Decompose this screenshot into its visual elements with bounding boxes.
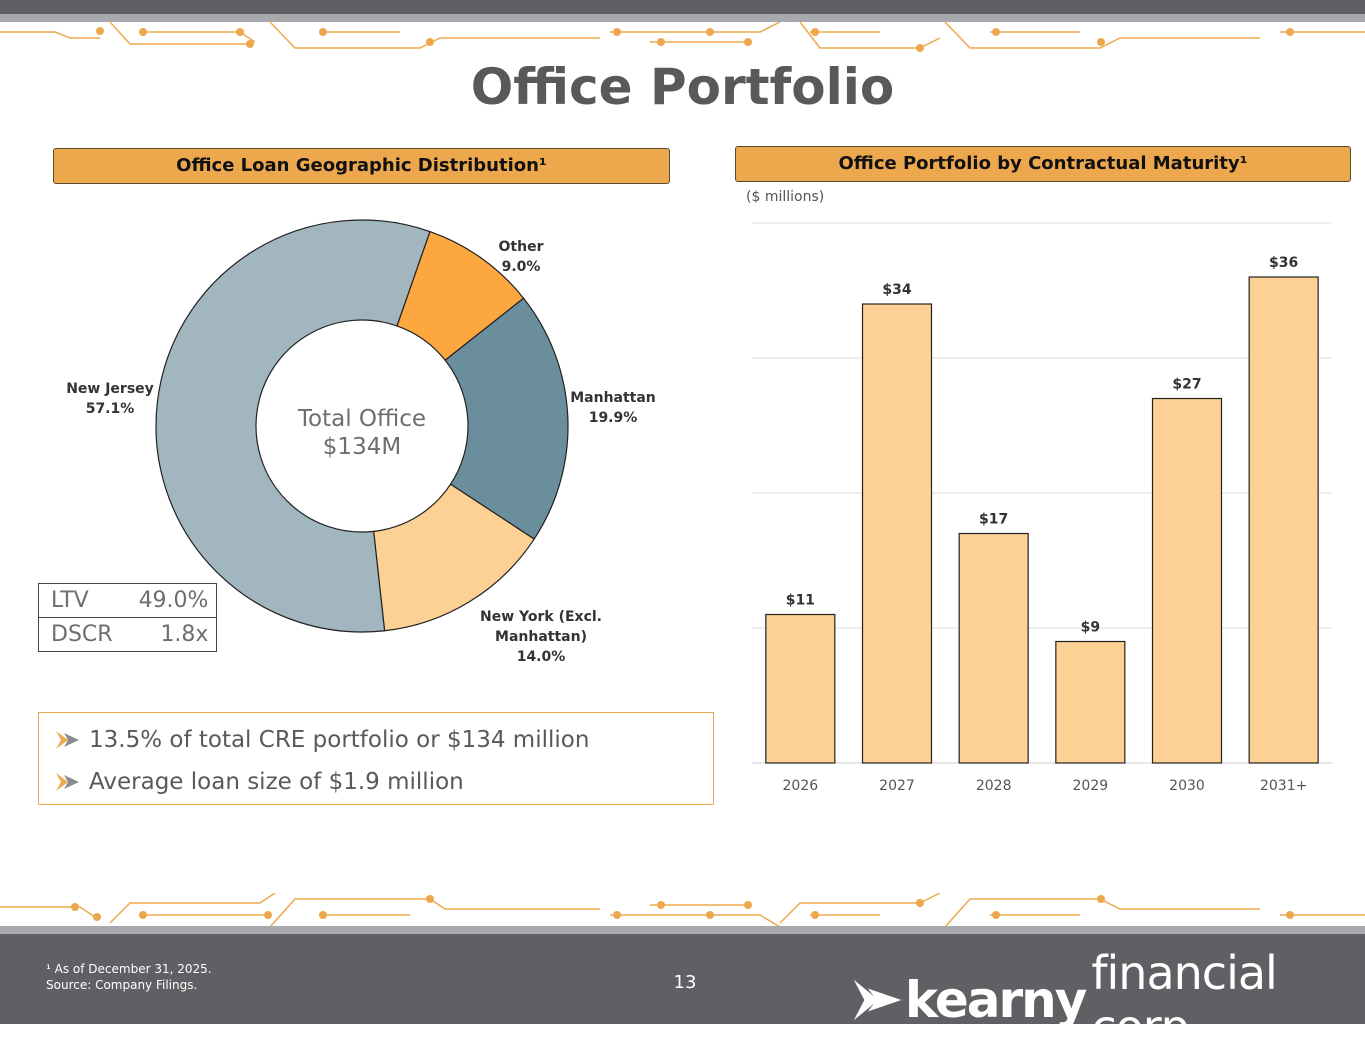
slice-name-other: Other	[498, 239, 544, 255]
slice-label-manhattan: Manhattan 19.9%	[562, 388, 664, 428]
x-tick-label: 2027	[879, 778, 915, 794]
bar-2029	[1055, 640, 1126, 764]
bar-value-label: $9	[1081, 620, 1100, 636]
slice-value-manhattan: 19.9%	[588, 410, 638, 426]
highlight-text: 13.5% of total CRE portfolio or $134 mil…	[89, 727, 590, 753]
arrow-bullet-icon	[56, 773, 79, 791]
metric-value-ltv: 49.0%	[120, 583, 218, 618]
donut-center-line1: Total Office	[297, 406, 427, 432]
bar-2027	[861, 303, 933, 764]
top-bar	[0, 0, 1365, 14]
donut-center-label: Total Office $134M	[258, 405, 466, 461]
slice-label-new-york: New York (Excl. Manhattan) 14.0%	[470, 607, 612, 667]
geographic-distribution-header: Office Loan Geographic Distribution¹	[53, 148, 670, 184]
metric-label-ltv: LTV	[37, 583, 121, 618]
slice-value-other: 9.0%	[501, 259, 541, 275]
bar-value-label: $36	[1269, 255, 1298, 271]
bar-value-label: $27	[1172, 377, 1201, 393]
page-number: 13	[673, 972, 697, 993]
slice-new-jersey	[155, 219, 431, 633]
bar-value-label: $34	[882, 282, 911, 298]
slice-name-new-jersey: New Jersey	[66, 381, 154, 397]
arrow-bullet-icon	[56, 731, 79, 749]
footnote-source: Source: Company Filings.	[46, 978, 198, 992]
metric-label-dscr: DSCR	[37, 617, 121, 652]
bar-gridlines	[752, 222, 1332, 764]
footer	[0, 934, 1365, 1024]
x-tick-label: 2029	[1073, 778, 1109, 794]
bar-value-label: $17	[979, 512, 1008, 528]
slice-new-york	[372, 483, 536, 632]
x-tick-label: 2028	[976, 778, 1012, 794]
footnote: ¹ As of December 31, 2025. Source: Compa…	[46, 961, 212, 993]
kearny-logo-icon	[853, 979, 902, 1021]
slice-name-new-york: New York (Excl. Manhattan)	[480, 609, 602, 645]
highlight-text: Average loan size of $1.9 million	[89, 769, 464, 795]
footer-accent	[0, 926, 1365, 934]
circuit-decoration-bottom	[0, 893, 1365, 927]
metrics-row-dscr: DSCR 1.8x	[37, 617, 218, 652]
metrics-table: LTV 49.0% DSCR 1.8x	[37, 583, 218, 652]
circuit-decoration-top	[0, 22, 1365, 52]
x-tick-label: 2031+	[1260, 778, 1307, 794]
bar-value-label: $11	[786, 593, 815, 609]
slice-value-new-york: 14.0%	[516, 649, 566, 665]
slice-name-manhattan: Manhattan	[570, 390, 656, 406]
top-bar-accent	[0, 14, 1365, 22]
slice-value-new-jersey: 57.1%	[85, 401, 135, 417]
metric-value-dscr: 1.8x	[120, 617, 218, 652]
slice-label-other: Other 9.0%	[480, 237, 562, 277]
donut-slices	[155, 219, 569, 633]
units-label: ($ millions)	[746, 189, 825, 205]
slice-label-new-jersey: New Jersey 57.1%	[58, 379, 162, 419]
bar-2026	[765, 613, 836, 764]
donut-center-line2: $134M	[322, 434, 402, 460]
highlights-box: 13.5% of total CRE portfolio or $134 mil…	[38, 712, 714, 805]
metrics-row-ltv: LTV 49.0%	[37, 583, 218, 618]
x-tick-label: 2026	[783, 778, 819, 794]
bar-2028	[958, 532, 1029, 764]
bar-labels: $11 2026 $34 2027 $17 2028 $9 2029 $27 2030 $36 203…	[783, 255, 1308, 794]
company-logo: kearny financial corp.	[852, 946, 1365, 1054]
bar-series	[765, 276, 1319, 764]
logo-wordmark-bold: kearny	[904, 971, 1087, 1029]
x-tick-label: 2030	[1169, 778, 1205, 794]
bar-2031+	[1248, 276, 1319, 764]
highlight-item: 13.5% of total CRE portfolio or $134 mil…	[55, 727, 589, 753]
maturity-header: Office Portfolio by Contractual Maturity…	[735, 146, 1351, 182]
highlight-item: Average loan size of $1.9 million	[55, 769, 464, 795]
slice-manhattan	[444, 297, 569, 540]
donut-chart	[155, 219, 569, 633]
bar-chart: $11 2026 $34 2027 $17 2028 $9 2029 $27 2030 $36 203…	[752, 222, 1332, 794]
footnote-date: ¹ As of December 31, 2025.	[46, 962, 212, 976]
bar-2030	[1151, 397, 1223, 764]
page-title: Office Portfolio	[470, 58, 895, 116]
logo-wordmark-light: financial corp.	[1091, 946, 1278, 1054]
